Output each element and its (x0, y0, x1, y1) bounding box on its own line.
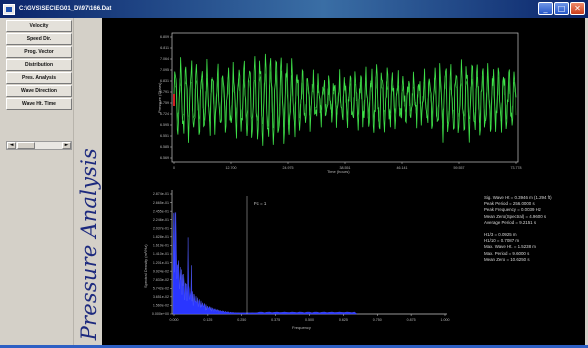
pressure-x-tick-label: 0 (173, 166, 175, 170)
spectrum-x-tick-label: 0.000 (170, 318, 179, 322)
spectrum-y-tick-label: 2.037e-01 (153, 226, 169, 230)
pressure-y-tick-label: 6.811 (160, 46, 169, 50)
pressure-chart-ticks: 6.809 6.811 7.064 7.095 6.831 6.791 6.759 6.724… (160, 35, 522, 170)
stat-sig-wave-ht: Sig. Wave Ht = 0.3946 m (1.294 ft) (484, 195, 552, 200)
pressure-y-tick-label: 6.809 (160, 35, 169, 39)
prog-vector-button[interactable]: Prog. Vector (6, 46, 72, 58)
scroll-left-arrow-icon[interactable]: ◄ (7, 142, 16, 149)
pressure-y-tick-label: 7.095 (160, 68, 169, 72)
stat-max-period: Max. Period = 9.6000 s (484, 250, 530, 256)
window-title: C:\GVS\SEC\EG01_D\\97\166.Dat (19, 6, 112, 12)
spectrum-y-tick-label: 1.201e-01 (153, 261, 169, 265)
stat-peak-period: Peak Period = 256.0000 s (484, 201, 535, 207)
pressure-series-line-secondary (173, 70, 517, 129)
stat-mean-zero-spectral: Mean Zero(Spectral) = 4.9600 s (484, 213, 547, 219)
horizontal-scrollbar[interactable]: ◄ ► (6, 141, 72, 150)
spectrum-chart-ticks: 2.874e-01 2.665e-01 2.455e-01 2.246e-01 2.03… (152, 192, 450, 322)
spectrum-y-tick-label: 2.246e-01 (153, 218, 169, 222)
window-client: Velocity Speed Dir. Prog. Vector Distrib… (3, 18, 585, 345)
stat-peak-frequency: Peak Frequency = 0.0039 Hz (484, 207, 541, 213)
pressure-x-tick-label: 12.700 (226, 166, 237, 170)
spectrum-x-tick-label: 0.750 (373, 318, 382, 322)
wave-direction-button[interactable]: Wave Direction (6, 85, 72, 97)
wave-ht-time-button[interactable]: Wave Ht. Time (6, 98, 72, 110)
stat-h110: H1/10 = 0.7087 m (484, 238, 520, 244)
minimize-button[interactable]: _ (538, 2, 553, 15)
spectrum-x-tick-label: 0.250 (237, 318, 246, 322)
scroll-thumb[interactable] (17, 142, 35, 149)
distribution-button[interactable]: Distribution (6, 59, 72, 71)
fc-marker-label: Fc = 1 (254, 201, 267, 206)
section-banner: Pressure Analysis (73, 18, 101, 345)
spectrum-y-tick-label: 2.874e-01 (153, 192, 169, 196)
speed-dir-button[interactable]: Speed Dir. (6, 33, 72, 45)
spectrum-x-tick-label: 0.125 (203, 318, 212, 322)
spectrum-y-tick-label: 2.455e-01 (153, 209, 169, 213)
pressure-y-tick-label: 6.791 (160, 90, 169, 94)
pressure-ylabel: Pressure (Dbars) (157, 82, 162, 113)
spectrum-x-tick-label: 0.500 (305, 318, 314, 322)
pressure-y-tick-label: 6.585 (160, 145, 169, 149)
spectrum-y-tick-label: 3.651e-02 (153, 295, 169, 299)
spectrum-y-tick-label: 2.665e-01 (153, 201, 169, 205)
pressure-xlabel: Time (hours) (327, 169, 350, 174)
stats-panel: Sig. Wave Ht = 0.3946 m (1.294 ft) Peak … (484, 195, 552, 263)
stat-average-period: Average Period = 9.2151 s (484, 219, 537, 225)
pressure-x-tick-label: 24.975 (283, 166, 294, 170)
window-controls: _ □ ✕ (538, 2, 585, 15)
velocity-button[interactable]: Velocity (6, 20, 72, 32)
stat-h13: H1/3 = 0.0925 m (484, 232, 517, 238)
spectrum-y-tick-label: 9.924e-02 (153, 269, 169, 273)
pressure-x-tick-label: 38.551 (340, 166, 351, 170)
spectrum-y-tick-label: 1.560e-02 (153, 304, 169, 308)
close-button[interactable]: ✕ (570, 2, 585, 15)
pressure-x-tick-label: 73.778 (511, 166, 522, 170)
spectrum-xlabel: Frequency (292, 325, 311, 330)
spectrum-x-tick-label: 0.375 (271, 318, 280, 322)
spectrum-x-tick-label: 1.000 (441, 318, 450, 322)
maximize-button[interactable]: □ (554, 2, 569, 15)
pressure-start-marker (173, 94, 175, 106)
spectrum-y-tick-label: 5.742e-02 (153, 286, 169, 290)
spectrum-y-tick-label: 0.000e+00 (152, 312, 169, 316)
spectrum-x-tick-label: 0.625 (339, 318, 348, 322)
spectrum-y-tick-label: 1.410e-01 (153, 252, 169, 256)
pressure-y-tick-label: 6.831 (160, 79, 169, 83)
title-bar: C:\GVS\SEC\EG01_D\\97\166.Dat _ □ ✕ (0, 0, 588, 18)
spectrum-x-tick-label: 0.875 (407, 318, 416, 322)
plot-area: 6.809 6.811 7.064 7.095 6.831 6.791 6.759 6.724… (102, 18, 585, 345)
pressure-y-tick-label: 6.595 (160, 123, 169, 127)
app-icon (3, 3, 15, 15)
plots-svg: 6.809 6.811 7.064 7.095 6.831 6.791 6.759 6.724… (143, 32, 522, 330)
pressure-y-tick-label: 6.759 (160, 101, 169, 105)
pressure-x-tick-label: 59.557 (454, 166, 465, 170)
banner-title: Pressure Analysis (77, 147, 101, 340)
taskbar-strip (0, 345, 588, 348)
spectrum-series-area (172, 212, 358, 315)
stat-mean-zero: Mean Zero = 10.6250 s (484, 256, 530, 262)
pressure-y-tick-label: 6.551 (160, 134, 169, 138)
pressure-y-tick-label: 7.064 (160, 57, 169, 61)
pressure-y-tick-label: 6.724 (160, 112, 169, 116)
spectrum-y-tick-label: 1.619e-01 (153, 244, 169, 248)
scroll-right-arrow-icon[interactable]: ► (62, 142, 71, 149)
spectrum-ylabel: Spectral Density (m²/Hz) (143, 244, 148, 288)
pres-analysis-button[interactable]: Pres. Analysis (6, 72, 72, 84)
spectrum-y-tick-label: 1.828e-01 (153, 235, 169, 239)
stat-max-wave-ht: Max. Wave Ht. = 1.5238 m (484, 244, 536, 250)
sidebar: Velocity Speed Dir. Prog. Vector Distrib… (3, 18, 103, 345)
pressure-series-line (173, 53, 517, 146)
spectrum-y-tick-label: 7.833e-02 (153, 278, 169, 282)
pressure-y-tick-label: 6.569 (160, 156, 169, 160)
pressure-x-tick-label: 46.141 (397, 166, 408, 170)
